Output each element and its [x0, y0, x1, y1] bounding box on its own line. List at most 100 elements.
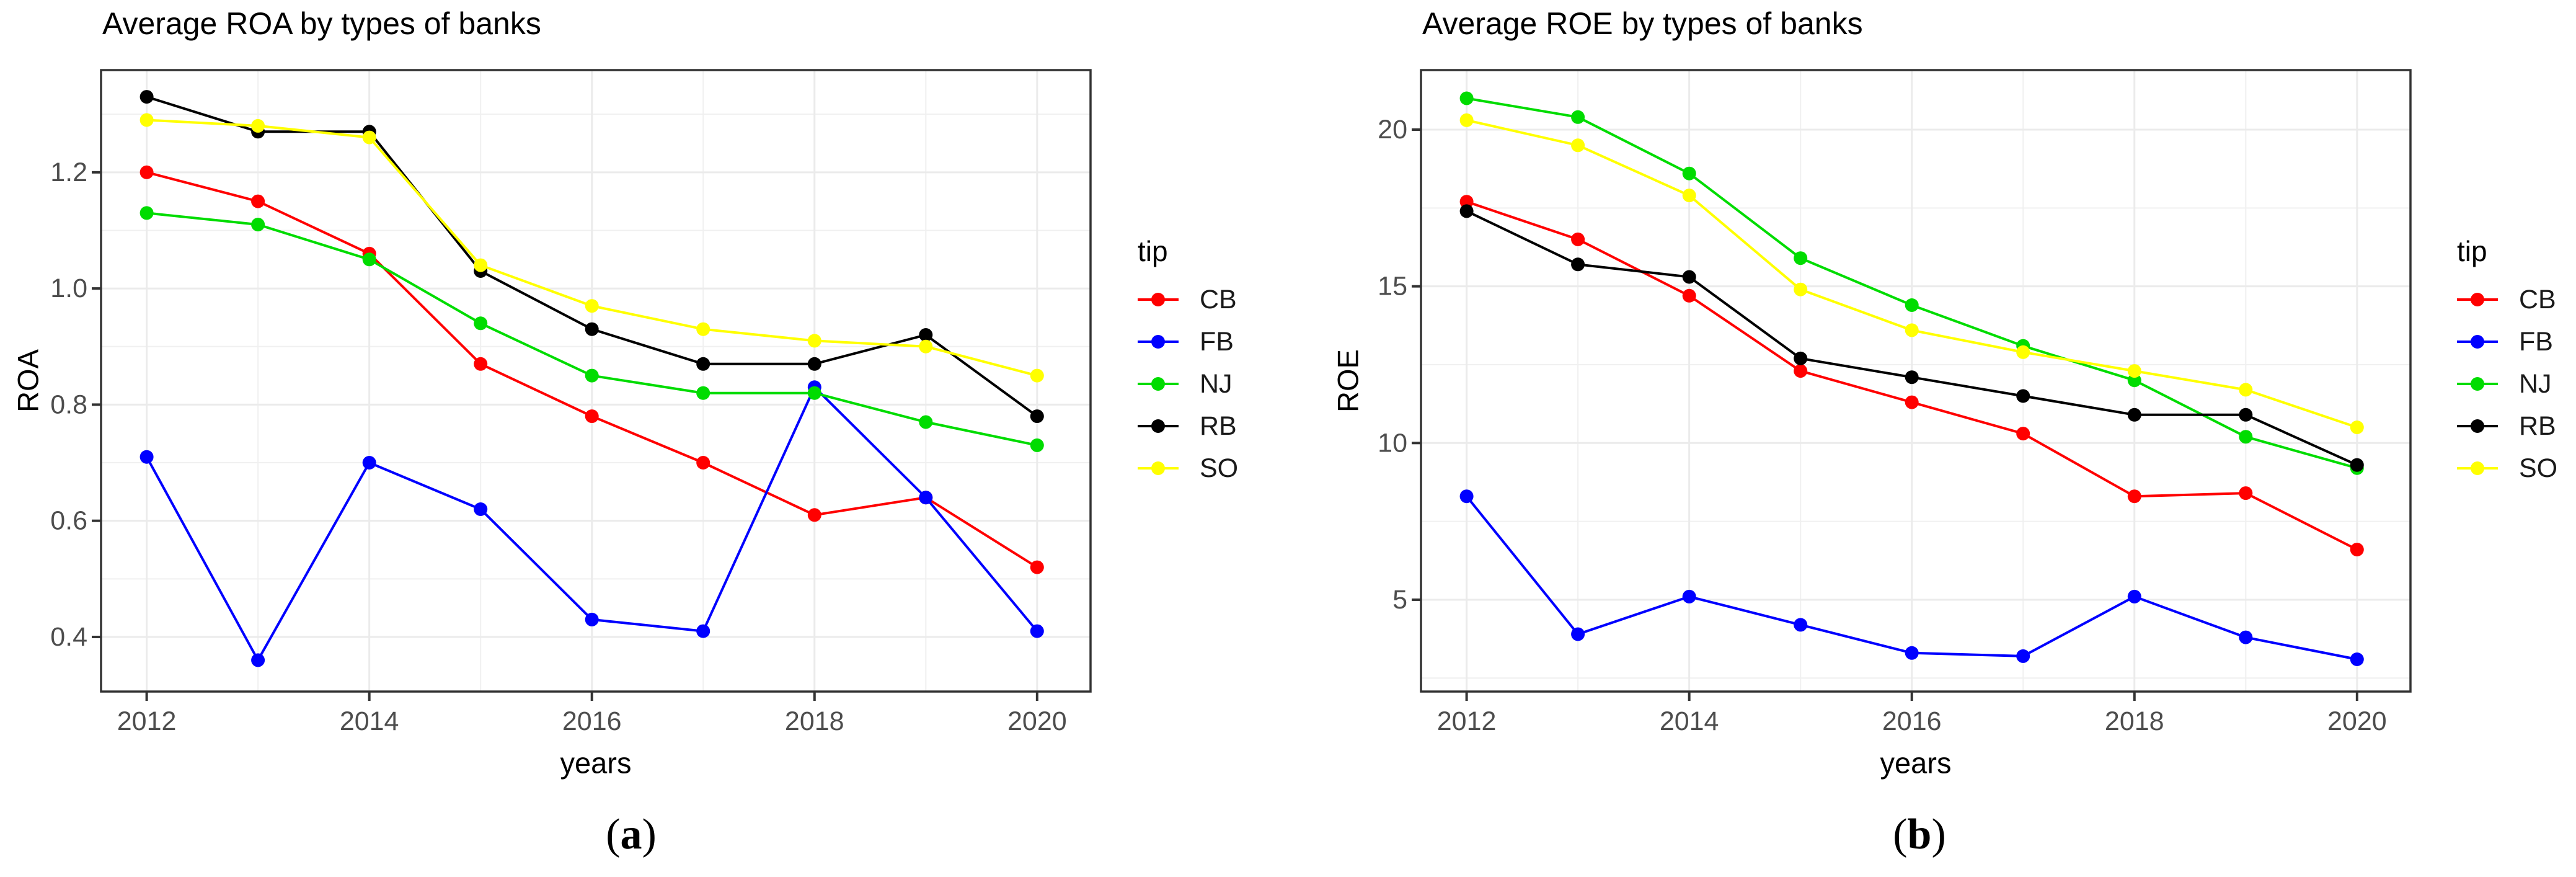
series-RB-point [807, 357, 821, 371]
caption-a: (a) [606, 810, 657, 860]
series-FB-point [2350, 652, 2364, 666]
series-CB-point [807, 508, 821, 522]
series-RB-point [696, 357, 710, 371]
series-FB-point [2239, 630, 2253, 644]
series-NJ-point [807, 386, 821, 400]
series-NJ-point [362, 252, 376, 267]
series-FB-point [1682, 589, 1696, 603]
series-SO-point [919, 339, 933, 354]
series-NJ-point [251, 218, 265, 232]
series-SO-point [1459, 113, 1474, 127]
y-axis-title: ROE [1332, 349, 1365, 412]
caption-a-open: ( [606, 811, 621, 858]
y-tick-label: 0.8 [50, 390, 87, 419]
x-tick-label: 2016 [562, 706, 622, 736]
legend-label-NJ: NJ [1200, 369, 1233, 399]
series-NJ-point [1682, 166, 1696, 180]
series-SO-point [2127, 364, 2141, 378]
series-SO-point [139, 113, 154, 127]
series-NJ-point [2127, 373, 2141, 388]
series-RB-point [1459, 204, 1474, 218]
series-NJ-point [474, 316, 488, 331]
legend-key-point-NJ [2471, 377, 2484, 391]
caption-b-close: ) [1931, 811, 1946, 858]
legend-key-point-RB [1151, 419, 1165, 433]
x-tick-label: 2018 [2105, 706, 2164, 736]
series-SO-point [585, 299, 599, 313]
series-CB-point [2127, 489, 2141, 504]
legend-label-FB: FB [1200, 327, 1234, 357]
series-RB-point [919, 328, 933, 342]
y-tick-label: 1.0 [50, 274, 87, 303]
x-tick-label: 2018 [785, 706, 844, 736]
x-axis-title: years [560, 747, 632, 780]
roa-line-chart: 2012 2014 2016 2018 2020 0.4 0.6 0.8 1.0 1.2 years… [11, 6, 1239, 780]
series-SO-point [1030, 368, 1044, 383]
series-FB-point [474, 502, 488, 516]
series-CB-point [1905, 395, 1919, 409]
series-NJ-point [139, 206, 154, 220]
series-NJ-point [1030, 438, 1044, 452]
panel-border [1420, 69, 2412, 693]
legend-label-SO: SO [1200, 453, 1238, 483]
series-SO-point [251, 118, 265, 133]
series-CB-point [2350, 543, 2364, 557]
series-RB-point [2350, 458, 2364, 472]
series-SO-point [1905, 323, 1919, 337]
series-RB-point [1794, 351, 1808, 365]
series-CB-point [585, 409, 599, 424]
x-tick-label: 2012 [1437, 706, 1497, 736]
legend-key-point-SO [1151, 461, 1165, 475]
series-CB-point [696, 456, 710, 470]
series-NJ-point [696, 386, 710, 400]
series-NJ-point [1459, 91, 1474, 105]
series-CB-point [1682, 288, 1696, 303]
series-SO-point [1571, 138, 1585, 153]
series-NJ-point [1905, 298, 1919, 312]
y-tick-label: 0.4 [50, 622, 87, 652]
y-tick-label: 1.2 [50, 158, 87, 187]
series-CB-point [2239, 486, 2253, 501]
legend-key-point-CB [2471, 293, 2484, 306]
legend-label-SO: SO [2519, 453, 2557, 483]
series-NJ-point [1794, 251, 1808, 265]
series-SO-point [2239, 383, 2253, 397]
series-FB-point [696, 624, 710, 638]
series-FB-point [1794, 618, 1808, 632]
x-tick-label: 2020 [1007, 706, 1067, 736]
series-RB-point [2016, 389, 2030, 403]
series-FB-point [2016, 649, 2030, 663]
series-NJ-point [1571, 110, 1585, 124]
series-CB-point [1459, 195, 1474, 209]
legend-key-point-SO [2471, 461, 2484, 475]
legend-label-FB: FB [2519, 327, 2553, 357]
series-CB-point [1794, 364, 1808, 378]
series-NJ-point [585, 368, 599, 383]
series-SO-point [2350, 421, 2364, 434]
legend-key-point-CB [1151, 293, 1165, 306]
series-RB-point [1571, 257, 1585, 272]
x-tick-label: 2012 [117, 706, 177, 736]
series-RB-point [2239, 407, 2253, 422]
series-FB-point [1905, 646, 1919, 660]
caption-b: (b) [1893, 810, 1946, 860]
y-tick-label: 10 [1378, 428, 1407, 458]
series-CB-point [474, 357, 488, 371]
series-RB-point [2127, 407, 2141, 422]
legend-key-point-NJ [1151, 377, 1165, 391]
chart-background [1288, 0, 2576, 877]
series-RB-point [139, 90, 154, 104]
series-SO-point [807, 334, 821, 348]
x-tick-label: 2014 [1660, 706, 1719, 736]
legend-label-NJ: NJ [2519, 369, 2552, 399]
y-axis-title: ROA [12, 349, 45, 412]
series-FB-point [362, 456, 376, 470]
series-FB-point [919, 491, 933, 505]
panel-border [100, 69, 1092, 693]
caption-a-close: ) [642, 811, 657, 858]
y-tick-label: 5 [1392, 585, 1407, 615]
caption-b-letter: b [1907, 811, 1932, 858]
chart-title: Average ROE by types of banks [1422, 6, 1863, 41]
series-RB-point [1682, 270, 1696, 284]
